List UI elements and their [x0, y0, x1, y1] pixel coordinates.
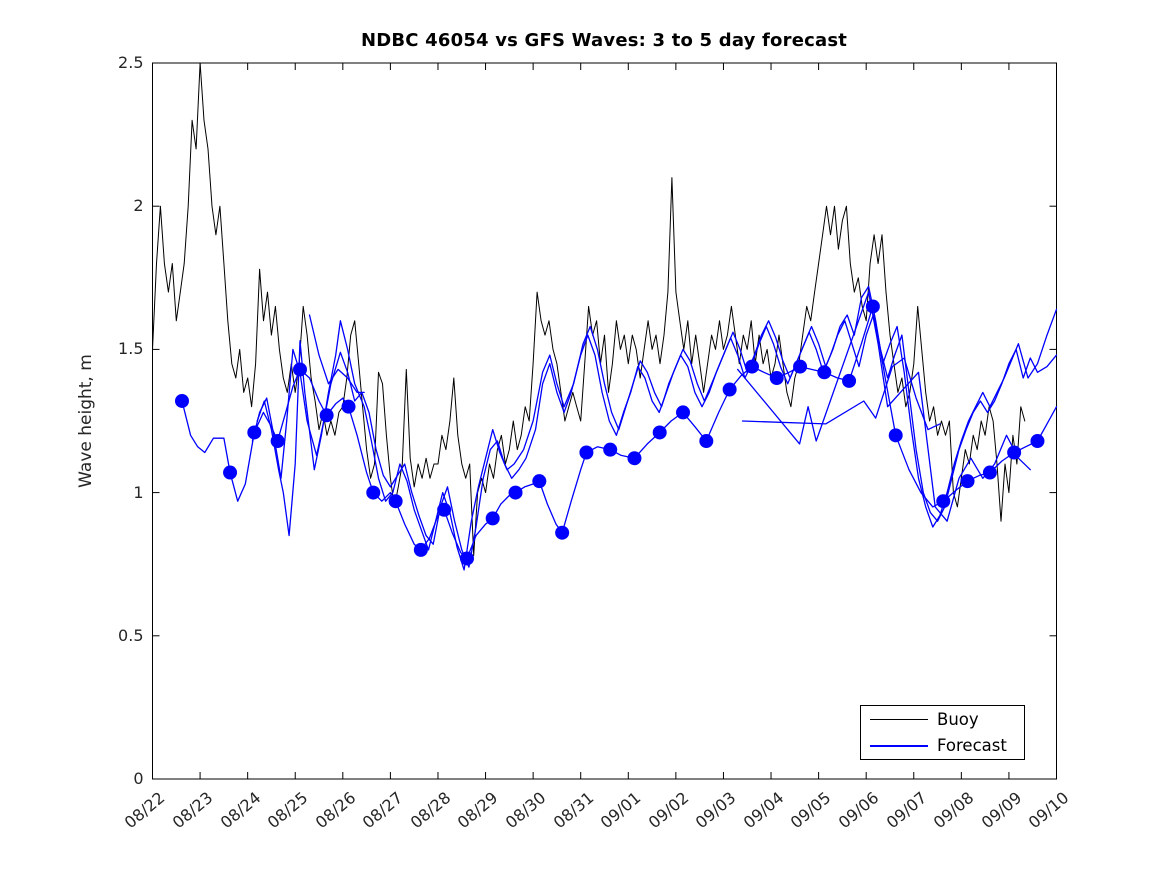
y-tick-label: 1	[133, 482, 144, 502]
forecast-point-marker	[532, 474, 547, 489]
forecast-point-marker	[652, 425, 667, 440]
forecast-point-marker	[459, 551, 474, 566]
forecast-point-marker	[699, 434, 714, 449]
forecast-run-5-line	[308, 314, 365, 394]
forecast-point-marker	[341, 399, 356, 414]
y-tick-label: 2	[133, 196, 144, 216]
forecast-point-marker	[366, 485, 381, 500]
forecast-point-marker	[865, 299, 880, 314]
forecast-point-marker	[223, 465, 238, 480]
legend: Buoy Forecast	[860, 705, 1025, 760]
forecast-point-marker	[722, 382, 737, 397]
forecast-point-marker	[485, 511, 500, 526]
legend-row-forecast: Forecast	[870, 736, 1024, 756]
legend-row-buoy: Buoy	[870, 710, 1024, 730]
forecast-run-1-line	[251, 314, 1058, 568]
legend-label-forecast: Forecast	[937, 735, 1007, 755]
forecast-point-marker	[292, 362, 307, 377]
forecast-point-marker	[627, 451, 642, 466]
forecast-point-marker	[388, 494, 403, 509]
forecast-point-marker	[319, 408, 334, 423]
buoy-line	[152, 62, 1026, 557]
forecast-point-marker	[174, 393, 189, 408]
forecast-point-marker	[508, 485, 523, 500]
forecast-point-marker	[817, 365, 832, 380]
chart-title: NDBC 46054 vs GFS Waves: 3 to 5 day fore…	[360, 30, 848, 51]
forecast-run-3-line	[737, 291, 1031, 522]
y-tick-label: 0.5	[118, 625, 144, 645]
forecast-point-marker	[270, 434, 285, 449]
forecast-point-marker	[1007, 445, 1022, 460]
forecast-point-marker	[936, 494, 951, 509]
forecast-line-sample-icon	[870, 744, 928, 747]
forecast-point-marker	[888, 428, 903, 443]
y-tick-label: 0	[133, 769, 144, 788]
forecast-run-2-line	[256, 285, 1058, 571]
y-tick-label: 2.5	[118, 53, 144, 72]
legend-label-buoy: Buoy	[937, 709, 979, 729]
buoy-line-sample-icon	[870, 719, 928, 720]
forecast-point-marker	[603, 442, 618, 457]
y-tick-label: 1.5	[118, 339, 144, 359]
forecast-point-marker	[247, 425, 262, 440]
axes-box	[152, 62, 1057, 780]
forecast-point-marker	[579, 445, 594, 460]
forecast-point-marker	[413, 542, 428, 557]
forecast-point-marker	[1030, 434, 1045, 449]
forecast-point-marker	[960, 474, 975, 489]
forecast-point-marker	[437, 502, 452, 517]
forecast-point-marker	[793, 359, 808, 374]
forecast-point-marker	[769, 371, 784, 386]
forecast-run-4-line	[741, 357, 941, 431]
y-axis-label: Wave height, m	[76, 354, 96, 488]
forecast-point-marker	[744, 359, 759, 374]
forecast-point-marker	[676, 405, 691, 420]
forecast-point-marker	[555, 525, 570, 540]
forecast-point-marker	[842, 373, 857, 388]
forecast-point-marker	[982, 465, 997, 480]
